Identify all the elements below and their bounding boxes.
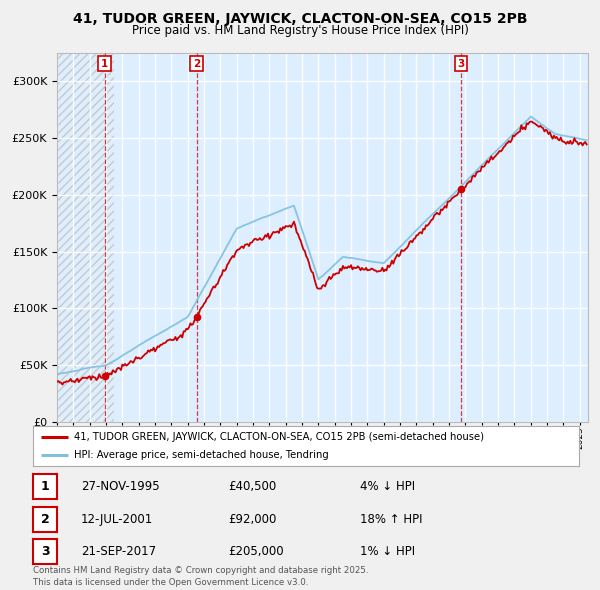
Text: 21-SEP-2017: 21-SEP-2017 xyxy=(81,545,156,558)
Text: £92,000: £92,000 xyxy=(228,513,277,526)
Text: £205,000: £205,000 xyxy=(228,545,284,558)
Text: Price paid vs. HM Land Registry's House Price Index (HPI): Price paid vs. HM Land Registry's House … xyxy=(131,24,469,37)
Text: 1% ↓ HPI: 1% ↓ HPI xyxy=(360,545,415,558)
Bar xyxy=(57,53,114,422)
Text: HPI: Average price, semi-detached house, Tendring: HPI: Average price, semi-detached house,… xyxy=(74,450,329,460)
Text: Contains HM Land Registry data © Crown copyright and database right 2025.
This d: Contains HM Land Registry data © Crown c… xyxy=(33,566,368,587)
Text: 27-NOV-1995: 27-NOV-1995 xyxy=(81,480,160,493)
Text: 2: 2 xyxy=(41,513,49,526)
Text: 12-JUL-2001: 12-JUL-2001 xyxy=(81,513,153,526)
Text: 4% ↓ HPI: 4% ↓ HPI xyxy=(360,480,415,493)
Text: 1: 1 xyxy=(101,58,108,68)
Text: 41, TUDOR GREEN, JAYWICK, CLACTON-ON-SEA, CO15 2PB (semi-detached house): 41, TUDOR GREEN, JAYWICK, CLACTON-ON-SEA… xyxy=(74,432,484,442)
Text: 3: 3 xyxy=(457,58,464,68)
Text: 3: 3 xyxy=(41,545,49,558)
Text: £40,500: £40,500 xyxy=(228,480,276,493)
Text: 2: 2 xyxy=(193,58,200,68)
Text: 1: 1 xyxy=(41,480,49,493)
Text: 18% ↑ HPI: 18% ↑ HPI xyxy=(360,513,422,526)
Text: 41, TUDOR GREEN, JAYWICK, CLACTON-ON-SEA, CO15 2PB: 41, TUDOR GREEN, JAYWICK, CLACTON-ON-SEA… xyxy=(73,12,527,26)
